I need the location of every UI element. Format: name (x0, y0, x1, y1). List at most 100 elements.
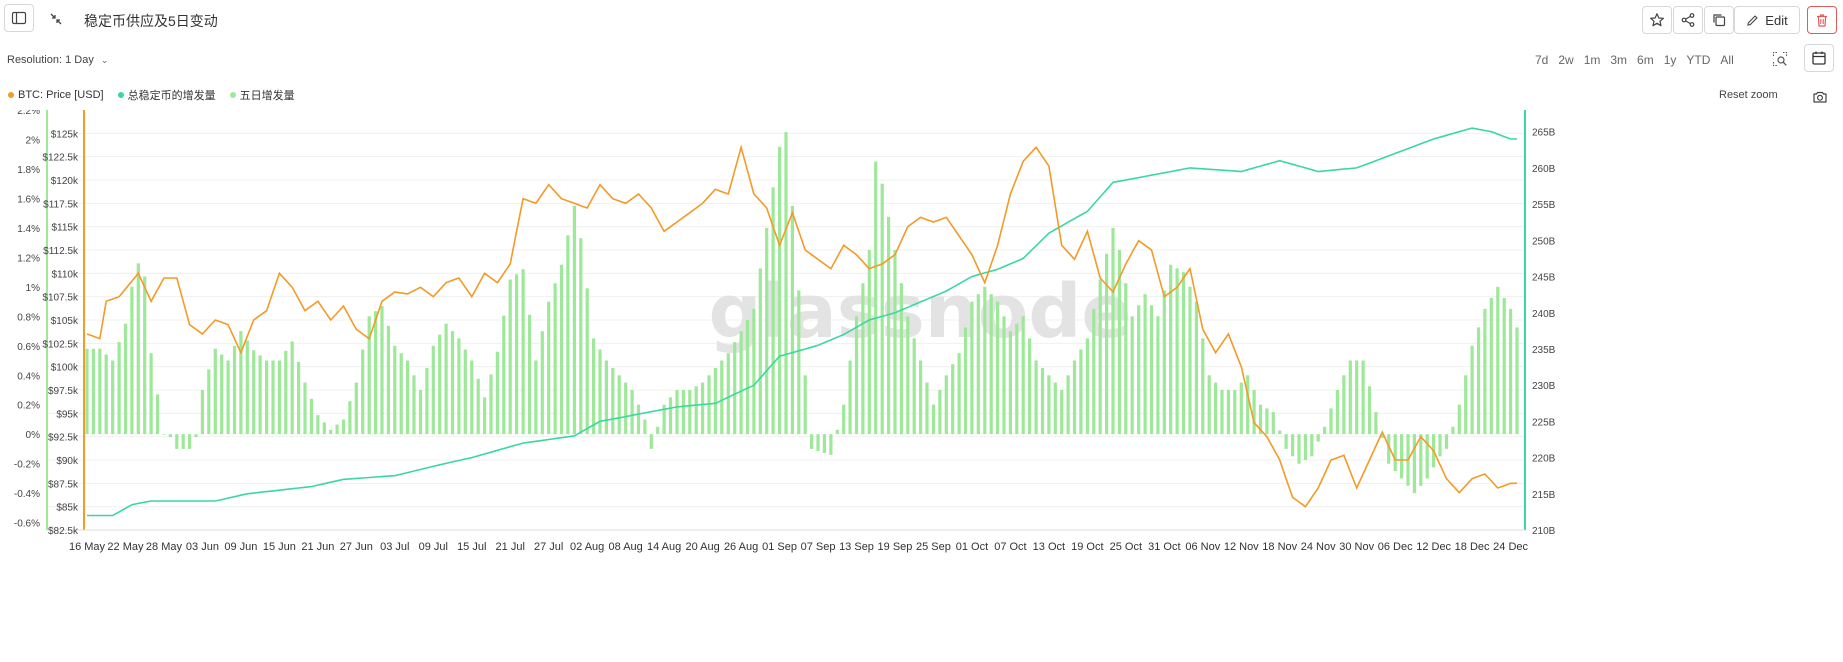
duplicate-button[interactable] (1704, 6, 1734, 34)
change-bar (1457, 404, 1461, 435)
change-bar (636, 404, 641, 435)
change-bar (1361, 360, 1365, 435)
change-bar (239, 331, 243, 435)
tick-label: 1% (26, 283, 41, 294)
change-bar (880, 183, 884, 435)
change-bar (438, 334, 442, 435)
change-bar (412, 375, 416, 435)
tick-label: $90k (56, 456, 79, 467)
change-bar (232, 345, 237, 435)
tick-label: 13 Sep (839, 541, 874, 553)
chart-legend: BTC: Price [USD] 总稳定币的增发量 五日增发量 (8, 87, 295, 103)
change-bar (861, 283, 865, 435)
legend-item-price[interactable]: BTC: Price [USD] (8, 87, 104, 103)
collapse-arrows-icon[interactable] (49, 12, 63, 26)
change-bar (1252, 390, 1256, 435)
tick-label: $112.5k (43, 246, 79, 257)
change-bar (925, 382, 929, 435)
tick-label: 12 Dec (1416, 541, 1451, 553)
change-bar (1393, 434, 1397, 471)
change-bar (155, 394, 160, 435)
range-3m-button[interactable]: 3m (1610, 53, 1628, 67)
change-bar (181, 434, 185, 449)
change-bar (976, 294, 980, 435)
zoom-select-icon[interactable] (1772, 51, 1788, 67)
tick-label: 230B (1532, 381, 1556, 392)
change-bar (1162, 290, 1166, 435)
range-1y-button[interactable]: 1y (1663, 53, 1677, 67)
change-bar (893, 250, 897, 435)
change-bar (1028, 338, 1032, 435)
change-bar (329, 429, 333, 435)
range-1m-button[interactable]: 1m (1583, 53, 1601, 67)
range-ytd-button[interactable]: YTD (1686, 53, 1711, 67)
change-bar (483, 397, 487, 435)
change-bar (527, 314, 532, 435)
range-7d-button[interactable]: 7d (1535, 53, 1549, 67)
change-bar (1444, 434, 1449, 449)
edit-button[interactable]: Edit (1734, 6, 1800, 34)
change-bar (143, 276, 147, 435)
change-bar (284, 350, 288, 435)
favorite-button[interactable] (1642, 6, 1672, 34)
legend-dot-change (229, 92, 236, 98)
change-bar (1425, 434, 1429, 479)
tick-label: $97.5k (48, 386, 79, 397)
tick-label: 06 Dec (1378, 541, 1413, 553)
change-bar (348, 401, 352, 435)
tick-label: 03 Jun (186, 541, 219, 553)
legend-item-supply[interactable]: 总稳定币的增发量 (117, 87, 216, 103)
delete-button[interactable] (1807, 6, 1837, 34)
change-bar (162, 434, 166, 435)
share-button[interactable] (1673, 6, 1703, 34)
change-bar (630, 390, 634, 435)
change-bar (912, 338, 916, 435)
change-bar (919, 360, 923, 435)
change-bar (149, 353, 153, 435)
tick-label: 27 Jun (340, 541, 373, 553)
tick-label: 2% (26, 135, 41, 146)
range-2w-button[interactable]: 2w (1558, 53, 1574, 67)
change-bar (906, 316, 910, 435)
change-bar (1156, 316, 1160, 435)
legend-item-change[interactable]: 五日增发量 (229, 87, 295, 103)
change-bar (406, 360, 410, 435)
change-bar (938, 390, 942, 435)
change-bar (1489, 297, 1493, 435)
copy-icon (1713, 14, 1726, 27)
change-bar (758, 268, 762, 435)
reset-zoom-button[interactable]: Reset zoom (1719, 89, 1778, 101)
range-all-button[interactable]: All (1720, 53, 1734, 67)
change-bar (963, 327, 968, 435)
resolution-selector[interactable]: Resolution: 1 Day ⌄ (7, 54, 108, 66)
change-bar (431, 345, 435, 435)
change-bar (258, 355, 262, 435)
change-bar (765, 227, 769, 435)
change-bar (803, 375, 807, 435)
change-bar (1265, 408, 1269, 435)
change-bar (1239, 382, 1243, 435)
change-bar (944, 375, 948, 435)
tick-label: 245B (1532, 273, 1556, 284)
change-bar (649, 434, 653, 449)
change-bar (252, 350, 256, 435)
change-bar (713, 367, 717, 435)
camera-icon[interactable] (1812, 89, 1828, 105)
change-bar (354, 382, 358, 435)
range-6m-button[interactable]: 6m (1637, 53, 1654, 67)
change-bar (207, 369, 211, 435)
tick-label: 01 Oct (956, 541, 988, 553)
change-bar (598, 349, 602, 435)
change-bar (290, 341, 294, 435)
price-line (86, 144, 1517, 508)
change-bar (1451, 426, 1455, 435)
date-range-button[interactable] (1804, 44, 1834, 72)
change-bar (470, 360, 474, 435)
change-bar (1412, 434, 1416, 494)
change-bar (1226, 390, 1230, 435)
sidebar-toggle-button[interactable] (4, 4, 34, 32)
stablecoin-supply-chart: glassnode -0.6%-0.4%-0.2%0%0.2%0.4%0.6%0… (14, 110, 1556, 553)
tick-label: $95k (56, 409, 79, 420)
legend-dot-price (8, 92, 14, 98)
change-bar (1374, 412, 1378, 435)
